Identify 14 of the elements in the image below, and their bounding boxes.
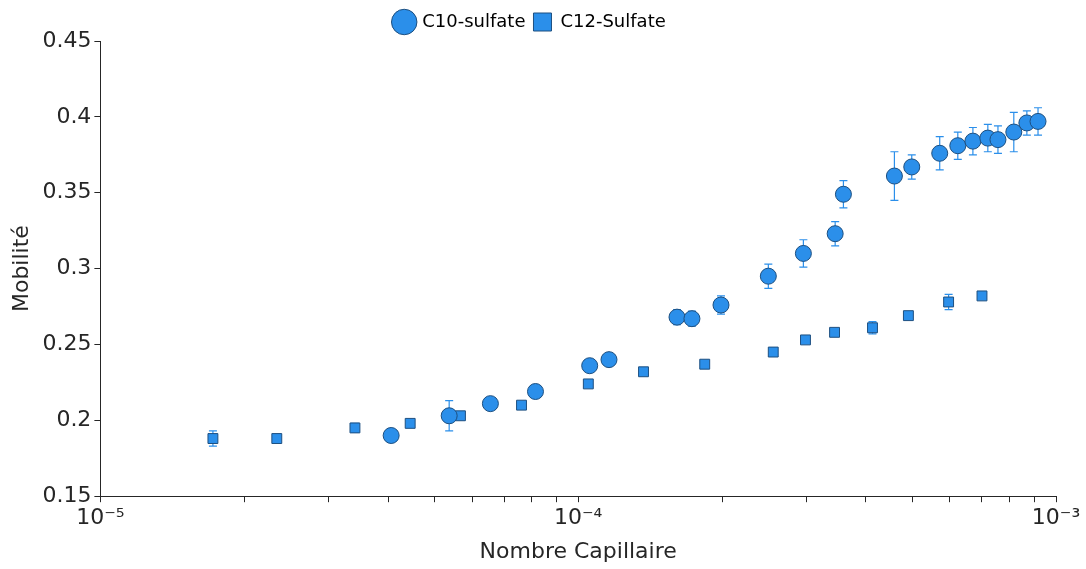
legend-label: C12-Sulfate [560, 9, 666, 31]
x-axis-title: Nombre Capillaire [479, 537, 677, 563]
y-tick-label: 0.25 [42, 330, 92, 356]
legend-label: C10-sulfate [422, 9, 526, 31]
y-tick-label: 0.45 [42, 26, 92, 52]
y-tick-label: 0.15 [42, 481, 92, 507]
x-tick-label: 10⁻⁵ [76, 504, 125, 530]
x-tick-label: 10⁻³ [1031, 504, 1081, 530]
x-tick-label: 10⁻⁴ [553, 504, 603, 530]
y-tick-label: 0.2 [56, 406, 92, 432]
y-tick-label: 0.3 [56, 254, 92, 280]
y-tick-label: 0.35 [42, 178, 92, 204]
y-tick-label: 0.4 [56, 102, 92, 128]
y-axis-title: Mobilité [7, 225, 33, 313]
